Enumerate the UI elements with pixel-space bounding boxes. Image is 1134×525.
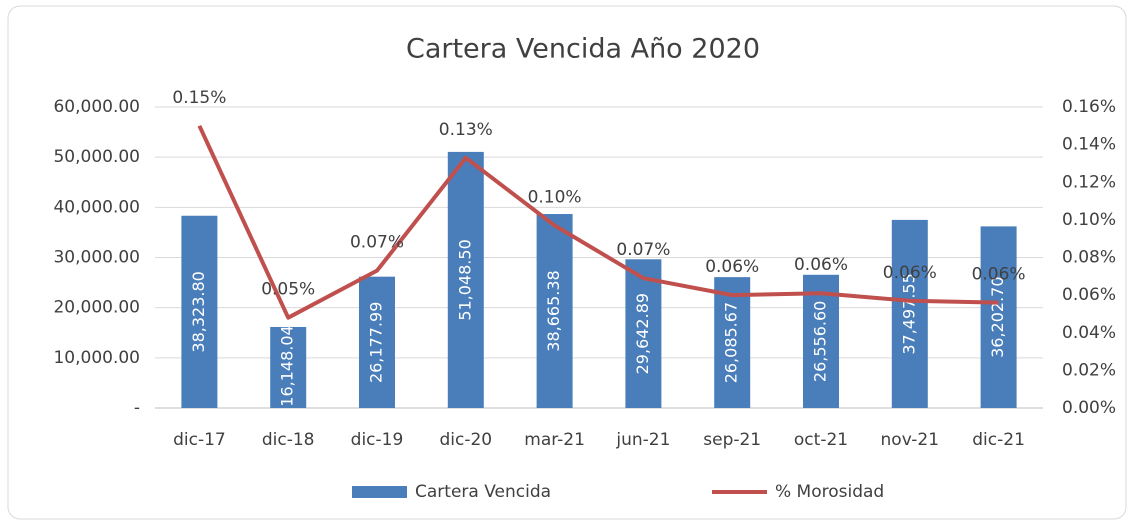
y2-tick-label: 0.14% (1062, 135, 1116, 155)
legend-label: % Morosidad (775, 482, 884, 502)
bar-value-label: 51,048.50 (455, 239, 474, 320)
y2-tick-label: 0.12% (1062, 172, 1116, 192)
bar-value-label: 37,497.55 (899, 273, 918, 354)
y-tick-label: 60,000.00 (53, 97, 140, 117)
legend-label: Cartera Vencida (415, 482, 551, 502)
bar (359, 276, 395, 408)
x-tick-label: dic-17 (173, 430, 226, 450)
bar (980, 226, 1017, 408)
y-tick-label: 20,000.00 (53, 298, 140, 318)
bar-value-label: 26,177.99 (367, 302, 386, 383)
y2-tick-label: 0.16% (1062, 97, 1116, 117)
y-tick-label: - (134, 398, 140, 418)
line-value-label: 0.05% (261, 280, 315, 300)
bar-value-label: 36,202.70 (988, 276, 1007, 357)
y2-tick-label: 0.04% (1062, 323, 1116, 343)
bar-value-label: 16,148.04 (278, 325, 297, 406)
bar-value-label: 38,323.80 (189, 271, 208, 352)
line-value-label: 0.13% (439, 120, 493, 140)
y2-tick-label: 0.02% (1062, 360, 1116, 380)
bar (803, 274, 839, 408)
y2-tick-label: 0.08% (1062, 248, 1116, 268)
x-tick-label: dic-21 (972, 430, 1025, 450)
y2-tick-label: 0.06% (1062, 285, 1116, 305)
x-tick-label: dic-19 (351, 430, 404, 450)
bar (270, 326, 307, 408)
line-value-label: 0.15% (172, 88, 226, 108)
bar (447, 151, 484, 409)
line (197, 124, 999, 320)
y-tick-label: 40,000.00 (53, 197, 140, 217)
y2-tick-label: 0.10% (1062, 210, 1116, 230)
x-tick-label: oct-21 (794, 430, 848, 450)
line-value-label: 0.06% (883, 263, 937, 283)
x-tick-label: dic-20 (439, 430, 492, 450)
y2-tick-label: 0.00% (1062, 398, 1116, 418)
line-value-label: 0.07% (616, 240, 670, 260)
bar (536, 214, 573, 408)
legend-swatch (352, 486, 407, 498)
chart-title: Cartera Vencida Año 2020 (406, 34, 760, 65)
x-tick-label: dic-18 (262, 430, 315, 450)
bar-value-label: 26,085.67 (722, 302, 741, 383)
x-tick-label: mar-21 (524, 430, 585, 450)
bar (181, 215, 218, 408)
y-tick-label: 10,000.00 (53, 348, 140, 368)
line-value-label: 0.07% (350, 233, 404, 253)
line-value-label: 0.06% (972, 265, 1026, 285)
bar (891, 219, 928, 408)
bar-value-label: 29,642.89 (633, 293, 652, 374)
y-tick-label: 50,000.00 (53, 147, 140, 167)
bar (625, 259, 662, 408)
line-value-label: 0.10% (528, 188, 582, 208)
x-tick-label: jun-21 (615, 430, 670, 450)
x-tick-label: nov-21 (881, 430, 940, 450)
y-tick-label: 30,000.00 (53, 248, 140, 268)
bar (714, 277, 751, 408)
bar-value-label: 38,665.38 (544, 270, 563, 351)
x-tick-label: sep-21 (703, 430, 761, 450)
bar-value-label: 26,556.60 (811, 301, 830, 382)
line-value-label: 0.06% (794, 255, 848, 275)
line-value-label: 0.06% (705, 257, 759, 277)
